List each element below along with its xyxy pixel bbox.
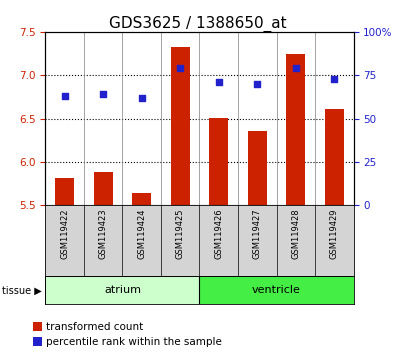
Bar [171,47,190,205]
Point [62,93,68,99]
Bar [286,55,305,205]
Point [331,76,337,81]
Bar [209,118,228,205]
Bar [199,276,354,304]
Text: GSM119423: GSM119423 [99,209,108,259]
Bar [325,109,344,205]
Text: GSM119425: GSM119425 [176,209,185,259]
Point [254,81,260,87]
Bar [132,193,151,205]
Bar [248,131,267,205]
Text: GSM119429: GSM119429 [330,209,339,259]
Legend: transformed count, percentile rank within the sample: transformed count, percentile rank withi… [33,322,222,347]
Point [139,95,145,101]
Point [216,79,222,85]
Text: atrium: atrium [104,285,141,295]
Text: GDS3625 / 1388650_at: GDS3625 / 1388650_at [109,16,286,32]
Text: GSM119422: GSM119422 [60,209,69,259]
Bar [55,178,74,205]
Bar [45,276,199,304]
Point [293,65,299,71]
Point [100,91,106,97]
Text: GSM119428: GSM119428 [291,209,300,259]
Point [177,65,183,71]
Text: GSM119427: GSM119427 [253,209,262,259]
Bar [94,172,113,205]
Text: GSM119424: GSM119424 [137,209,146,259]
Text: ventricle: ventricle [252,285,301,295]
Text: GSM119426: GSM119426 [214,209,223,259]
Text: tissue ▶: tissue ▶ [2,285,42,295]
